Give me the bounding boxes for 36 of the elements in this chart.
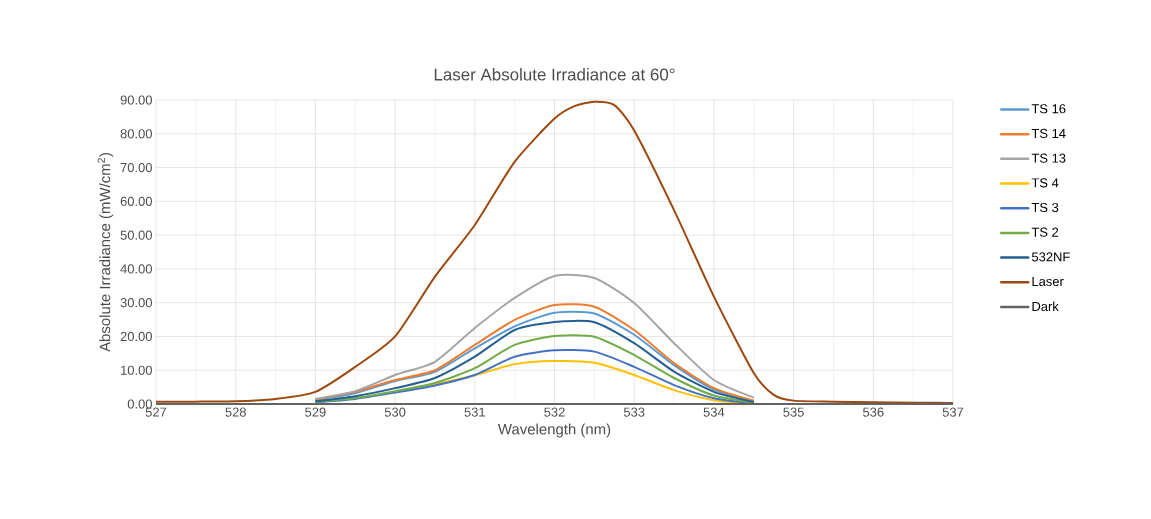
- legend-label: TS 14: [1031, 128, 1066, 139]
- y-tick-label: 30.00: [120, 298, 152, 308]
- line-series: [314, 273, 755, 400]
- x-tick-label: 528: [225, 407, 246, 417]
- y-tick-label: 10.00: [121, 365, 152, 375]
- x-tick-label: 535: [783, 407, 804, 417]
- y-tick-label: 40.00: [120, 264, 152, 274]
- legend-label: TS 2: [1031, 227, 1059, 237]
- chart-title: Laser Absolute Irradiance at 60°: [434, 68, 675, 81]
- x-tick-label: 533: [623, 407, 645, 417]
- line-series: [314, 334, 755, 404]
- y-tick-label: 60.00: [120, 196, 152, 206]
- x-tick-label: 530: [384, 407, 406, 417]
- x-tick-label: 534: [703, 407, 725, 417]
- y-tick-label: 0.00: [127, 399, 152, 409]
- y-tick-label: 50.00: [120, 230, 152, 240]
- y-tick-label: 20.00: [120, 331, 152, 342]
- x-tick-label: 531: [464, 407, 485, 417]
- x-tick-label: 537: [942, 407, 964, 417]
- y-tick-label: 80.00: [120, 129, 152, 139]
- legend-label: Dark: [1032, 301, 1059, 312]
- y-tick-label: 70.00: [120, 162, 152, 173]
- y-tick-label: 90.00: [120, 95, 152, 105]
- legend-label: TS 4: [1031, 178, 1059, 188]
- legend-label: 532NF: [1031, 252, 1070, 262]
- x-tick-label: 529: [305, 407, 326, 417]
- y-axis-title: Absolute Irradiance (mW/cm$^{2}$): [97, 153, 114, 352]
- line-series: [155, 100, 955, 404]
- x-axis-title: Wavelength (nm): [497, 423, 611, 438]
- legend-label: TS 13: [1031, 153, 1066, 163]
- x-tick-label: 532: [544, 407, 565, 417]
- legend-label: TS 16: [1031, 104, 1066, 114]
- legend-label: TS 3: [1031, 202, 1059, 213]
- x-tick-label: 527: [145, 407, 167, 417]
- legend-label: Laser: [1032, 276, 1064, 287]
- x-tick-label: 536: [863, 407, 884, 417]
